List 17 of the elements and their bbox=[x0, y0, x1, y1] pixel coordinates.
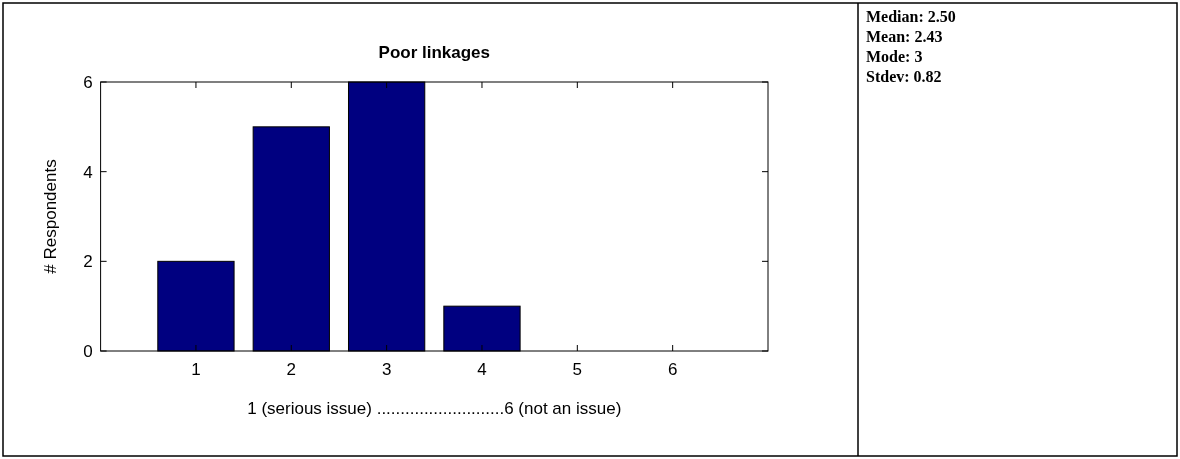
y-tick-label: 2 bbox=[83, 252, 93, 272]
text: Mode: 3 bbox=[866, 48, 923, 65]
x-tick-label: 1 bbox=[191, 360, 201, 379]
y-axis-title: # Respondents bbox=[41, 159, 60, 274]
x-tick-label: 4 bbox=[477, 360, 487, 379]
x-axis-title: 1 (serious issue) ...........................6 (not an issue) bbox=[247, 399, 622, 418]
text: Median: 2.50 bbox=[866, 8, 956, 25]
x-tick-label: 5 bbox=[572, 360, 583, 379]
x-tick-label: 6 bbox=[667, 360, 678, 379]
text: Stdev: 0.82 bbox=[866, 68, 942, 85]
x-tick-label: 3 bbox=[381, 360, 392, 379]
text: Mean: 2.43 bbox=[866, 28, 943, 45]
y-tick-label: 6 bbox=[83, 73, 93, 92]
chart-title: Poor linkages bbox=[378, 43, 491, 62]
x-tick-label: 2 bbox=[286, 360, 297, 379]
y-tick-label: 4 bbox=[83, 162, 93, 182]
y-tick-label: 0 bbox=[83, 342, 93, 361]
